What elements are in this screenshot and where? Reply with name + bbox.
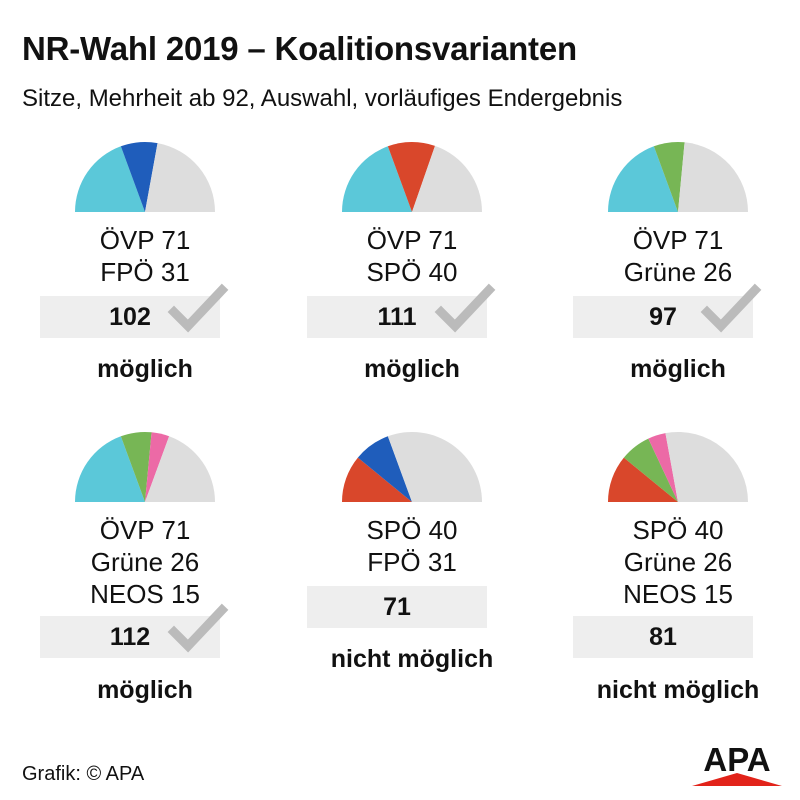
checkmark-icon [167,283,229,333]
party-label: Grüne 26 [623,257,733,287]
party-label: SPÖ 40 [366,515,458,545]
coalition-status: möglich [630,355,726,383]
total-seats-value: 97 [649,303,677,331]
apa-logo: APA [692,741,782,786]
pie-slice [623,438,678,502]
apa-logo-text: APA [703,741,770,778]
seat-half-pie [75,141,215,212]
total-box: 97 [573,283,762,338]
party-label: SPÖ 40 [632,515,724,545]
total-seats-value: 102 [109,303,151,331]
pie-slice [387,142,435,212]
pie-slice [608,457,678,502]
coalition-status: möglich [97,676,193,704]
seat-half-pie [608,431,748,502]
pie-slice [608,146,678,212]
total-box: 71 [307,586,487,628]
total-box-background [40,296,220,338]
seat-half-pie [342,431,482,502]
pie-slice-rest [678,142,748,212]
pie-slice [120,431,152,502]
total-box-background [573,616,753,658]
party-label: ÖVP 71 [632,225,724,255]
pie-slice-rest [145,143,215,212]
apa-logo-triangle [692,773,782,786]
party-label: ÖVP 71 [99,515,191,545]
party-label: FPÖ 31 [100,257,190,287]
party-label: FPÖ 31 [367,547,457,577]
coalition-panel: ÖVP 71 Grüne 26 NEOS 15 112 möglich [20,430,270,760]
total-seats-value: 111 [377,303,417,331]
pie-slice-rest [387,431,482,502]
pie-slice-rest [665,431,748,502]
total-box: 81 [573,616,753,658]
chart-title: NR-Wahl 2019 – Koalitionsvarianten [22,30,577,67]
pie-slice [342,146,412,212]
pie-slice [357,436,412,502]
total-box-background [40,616,220,658]
total-box: 111 [307,283,496,338]
coalition-panel: ÖVP 71 SPÖ 40 111 möglich [287,140,537,470]
party-label: NEOS 15 [90,579,200,609]
coalition-status: nicht möglich [330,645,494,673]
credit-text: Grafik: © APA [22,763,145,785]
coalition-panel: SPÖ 40 FPÖ 31 71 nicht möglich [287,430,537,760]
coalition-status: nicht möglich [596,676,760,704]
total-seats-value: 81 [649,623,677,651]
pie-slice-rest [412,145,482,212]
coalition-panel: ÖVP 71 Grüne 26 97 möglich [553,140,800,470]
pie-slice [145,432,170,502]
total-box-background [307,296,487,338]
checkmark-icon [700,283,762,333]
seat-half-pie [342,142,482,212]
party-label: Grüne 26 [623,547,733,577]
pie-slice [653,141,685,212]
party-label: SPÖ 40 [366,257,458,287]
total-box: 112 [40,603,229,658]
pie-slice [342,457,412,502]
party-label: ÖVP 71 [366,225,458,255]
pie-slice [648,433,678,502]
coalition-status: möglich [97,355,193,383]
total-seats-value: 112 [109,623,151,651]
checkmark-icon [434,283,496,333]
party-label: NEOS 15 [623,579,733,609]
seat-half-pie [75,431,215,502]
total-box-background [573,296,753,338]
total-box: 102 [40,283,229,338]
seat-half-pie [608,141,748,212]
pie-slice-rest [145,436,215,502]
coalition-panel: SPÖ 40 Grüne 26 NEOS 15 81 nicht möglich [553,430,800,760]
party-label: ÖVP 71 [99,225,191,255]
pie-slice [75,436,145,502]
total-box-background [307,586,487,628]
checkmark-icon [167,603,229,653]
total-seats-value: 71 [383,593,411,621]
coalition-panel: ÖVP 71 FPÖ 31 102 möglich [20,140,270,470]
pie-slice [75,146,145,212]
chart-subtitle: Sitze, Mehrheit ab 92, Auswahl, vorläufi… [22,85,623,112]
party-label: Grüne 26 [90,547,200,577]
coalition-status: möglich [364,355,460,383]
pie-slice [120,141,158,212]
